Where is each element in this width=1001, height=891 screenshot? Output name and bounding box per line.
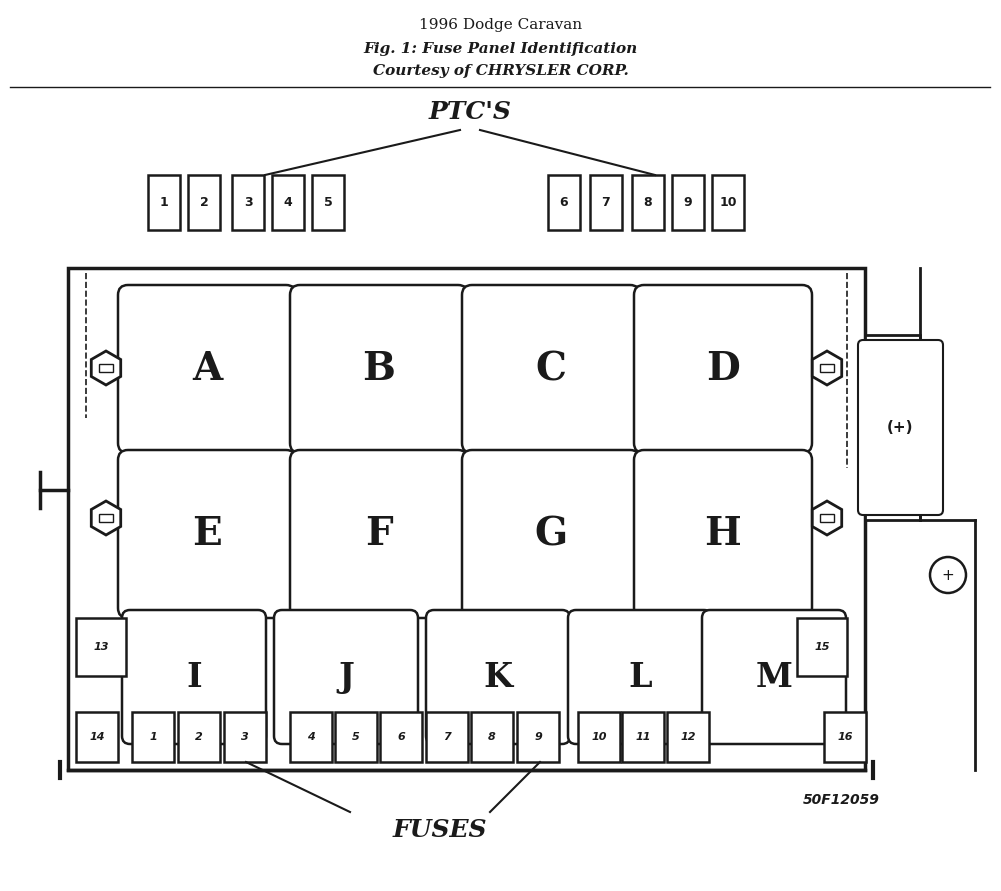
- Text: 5: 5: [352, 732, 360, 742]
- Text: G: G: [535, 515, 568, 553]
- FancyBboxPatch shape: [702, 610, 846, 744]
- Text: 13: 13: [93, 642, 109, 652]
- Text: L: L: [629, 660, 652, 693]
- FancyBboxPatch shape: [290, 450, 468, 618]
- Text: 7: 7: [443, 732, 450, 742]
- Bar: [622, 712, 664, 762]
- Text: 1: 1: [159, 196, 168, 209]
- FancyBboxPatch shape: [290, 285, 468, 453]
- Bar: [865, 335, 920, 520]
- Bar: [99, 514, 112, 522]
- Text: 2: 2: [195, 732, 203, 742]
- Bar: [824, 712, 866, 762]
- Text: 7: 7: [602, 196, 611, 209]
- Text: D: D: [706, 350, 740, 388]
- FancyBboxPatch shape: [462, 285, 640, 453]
- Bar: [76, 712, 118, 762]
- Text: Courtesy of CHRYSLER CORP.: Courtesy of CHRYSLER CORP.: [372, 64, 629, 78]
- Bar: [712, 175, 744, 230]
- Bar: [224, 712, 266, 762]
- FancyBboxPatch shape: [122, 610, 266, 744]
- Text: 50F12059: 50F12059: [803, 793, 880, 807]
- Text: A: A: [192, 350, 222, 388]
- Bar: [632, 175, 664, 230]
- Text: J: J: [338, 660, 354, 693]
- Text: F: F: [365, 515, 392, 553]
- Bar: [272, 175, 304, 230]
- Bar: [188, 175, 220, 230]
- Text: 6: 6: [397, 732, 404, 742]
- Text: 1996 Dodge Caravan: 1996 Dodge Caravan: [419, 18, 582, 32]
- Text: 11: 11: [636, 732, 651, 742]
- Text: 9: 9: [535, 732, 542, 742]
- Text: 14: 14: [89, 732, 105, 742]
- Text: 2: 2: [199, 196, 208, 209]
- Text: 10: 10: [592, 732, 607, 742]
- Bar: [590, 175, 622, 230]
- FancyBboxPatch shape: [462, 450, 640, 618]
- FancyBboxPatch shape: [118, 285, 296, 453]
- Text: 5: 5: [323, 196, 332, 209]
- Text: H: H: [705, 515, 742, 553]
- Bar: [290, 712, 332, 762]
- Text: 16: 16: [837, 732, 853, 742]
- Bar: [380, 712, 422, 762]
- Bar: [672, 175, 704, 230]
- Text: 8: 8: [488, 732, 495, 742]
- Text: 8: 8: [644, 196, 653, 209]
- Text: +: +: [942, 568, 954, 583]
- Text: 10: 10: [720, 196, 737, 209]
- FancyBboxPatch shape: [634, 285, 812, 453]
- Text: 3: 3: [243, 196, 252, 209]
- Text: C: C: [536, 350, 567, 388]
- Bar: [821, 514, 834, 522]
- FancyBboxPatch shape: [274, 610, 418, 744]
- Bar: [821, 364, 834, 372]
- FancyBboxPatch shape: [858, 340, 943, 515]
- Bar: [471, 712, 513, 762]
- Text: 6: 6: [560, 196, 569, 209]
- Bar: [68, 268, 865, 770]
- Bar: [312, 175, 344, 230]
- Text: B: B: [362, 350, 395, 388]
- FancyBboxPatch shape: [118, 450, 296, 618]
- Text: I: I: [186, 660, 202, 693]
- FancyBboxPatch shape: [568, 610, 712, 744]
- Polygon shape: [91, 501, 121, 535]
- Text: E: E: [192, 515, 222, 553]
- FancyBboxPatch shape: [426, 610, 570, 744]
- Bar: [797, 618, 847, 676]
- Text: 4: 4: [307, 732, 315, 742]
- Text: (+): (+): [887, 420, 914, 435]
- Bar: [517, 712, 559, 762]
- Bar: [232, 175, 264, 230]
- Bar: [76, 618, 126, 676]
- Text: M: M: [756, 660, 793, 693]
- Text: PTC'S: PTC'S: [428, 100, 512, 124]
- Text: 15: 15: [814, 642, 830, 652]
- Bar: [335, 712, 377, 762]
- Bar: [132, 712, 174, 762]
- Polygon shape: [812, 351, 842, 385]
- Text: Fig. 1: Fuse Panel Identification: Fig. 1: Fuse Panel Identification: [363, 42, 638, 56]
- Bar: [578, 712, 620, 762]
- FancyBboxPatch shape: [634, 450, 812, 618]
- Text: 12: 12: [681, 732, 696, 742]
- Text: 3: 3: [241, 732, 249, 742]
- Bar: [99, 364, 112, 372]
- Text: 1: 1: [149, 732, 157, 742]
- Text: 9: 9: [684, 196, 693, 209]
- Bar: [548, 175, 580, 230]
- Bar: [426, 712, 468, 762]
- Text: K: K: [483, 660, 513, 693]
- Bar: [667, 712, 709, 762]
- Bar: [178, 712, 220, 762]
- Text: 4: 4: [283, 196, 292, 209]
- Bar: [148, 175, 180, 230]
- Text: FUSES: FUSES: [392, 818, 487, 842]
- Polygon shape: [91, 351, 121, 385]
- Polygon shape: [812, 501, 842, 535]
